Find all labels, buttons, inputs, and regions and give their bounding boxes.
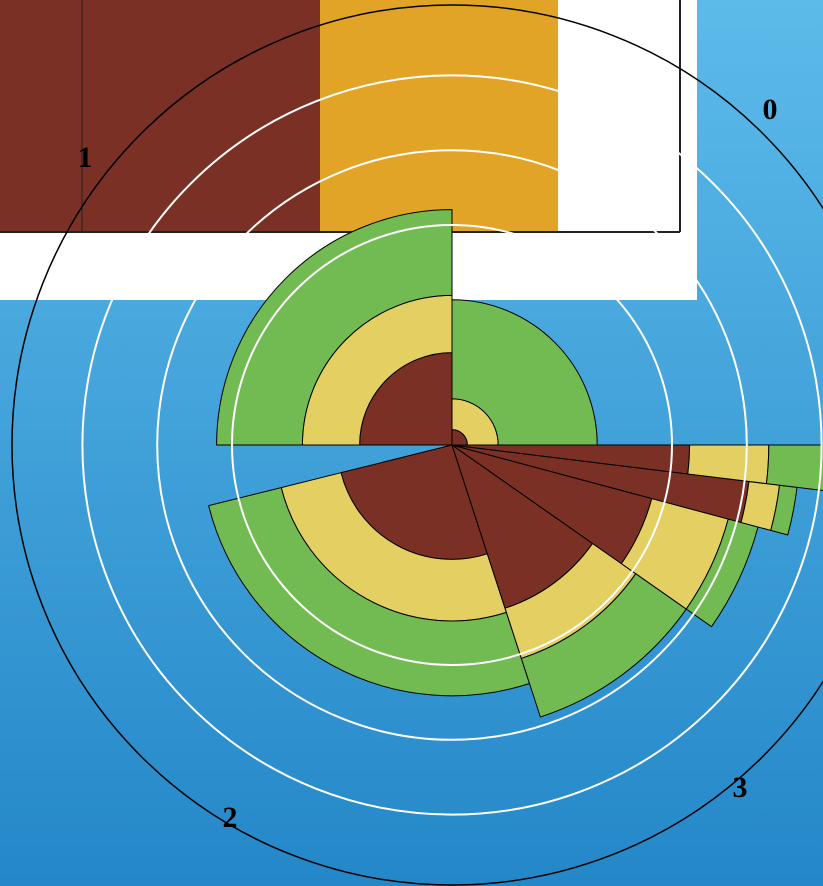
wedge-segment — [520, 573, 687, 718]
angular-label: 2 — [223, 801, 238, 834]
wedge-segment — [685, 518, 759, 628]
grid-ring — [81, 74, 823, 816]
grid-ring — [231, 224, 673, 666]
angular-label: 1 — [78, 141, 93, 174]
angular-label: 0 — [763, 93, 778, 126]
block — [320, 0, 558, 232]
angular-label: 3 — [733, 771, 748, 804]
polar-chart: 0 1 2 3 — [11, 4, 823, 886]
outer-circle — [11, 4, 823, 886]
wedge-segment — [770, 484, 798, 536]
wedge-segment — [208, 486, 531, 697]
wedge-segment — [451, 299, 598, 446]
wedge-segment — [765, 444, 823, 492]
wedge-segment — [216, 209, 453, 446]
background-screenshot — [0, 0, 697, 300]
grid-ring — [156, 149, 748, 741]
